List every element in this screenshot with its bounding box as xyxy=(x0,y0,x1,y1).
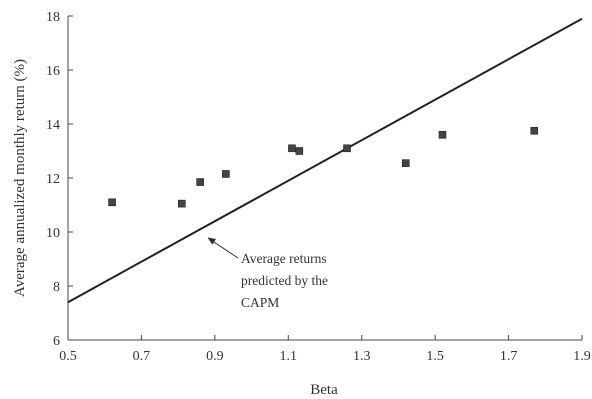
x-tick-label: 1.9 xyxy=(573,349,591,364)
y-ticks: 6 8 10 12 14 16 18 xyxy=(46,10,73,349)
x-tick-label: 1.1 xyxy=(280,349,298,364)
y-tick-label: 16 xyxy=(46,64,60,79)
x-tick-label: 0.7 xyxy=(133,349,151,364)
x-tick-label: 0.5 xyxy=(59,349,77,364)
data-point xyxy=(196,178,204,186)
annotation: Average returns predicted by the CAPM xyxy=(207,237,328,310)
annotation-line-2: predicted by the xyxy=(241,273,328,288)
data-point xyxy=(343,144,351,153)
y-tick-label: 6 xyxy=(53,334,60,349)
annotation-arrowhead xyxy=(207,237,217,245)
data-point xyxy=(295,147,304,155)
capm-line xyxy=(67,17,583,304)
data-point xyxy=(288,144,296,153)
x-tick-label: 1.7 xyxy=(500,349,518,364)
y-tick-label: 18 xyxy=(46,10,60,25)
y-tick-label: 14 xyxy=(46,118,60,133)
y-tick-label: 12 xyxy=(46,172,60,187)
x-tick-label: 1.5 xyxy=(426,349,444,364)
axes xyxy=(67,16,582,341)
x-tick-label: 1.3 xyxy=(353,349,371,364)
y-axis-title: Average annualized monthly return (%) xyxy=(12,59,28,297)
data-point xyxy=(108,198,116,207)
x-ticks: 0.5 0.7 0.9 1.1 1.3 1.5 1.7 1.9 xyxy=(59,335,591,364)
annotation-line-3: CAPM xyxy=(241,295,279,310)
data-point xyxy=(222,170,230,178)
data-point xyxy=(530,126,539,135)
annotation-line-1: Average returns xyxy=(241,251,327,266)
data-point xyxy=(401,159,410,167)
x-tick-label: 0.9 xyxy=(206,349,224,364)
annotation-arrow xyxy=(211,239,239,259)
data-point xyxy=(438,131,447,139)
data-points xyxy=(108,126,539,208)
y-tick-label: 8 xyxy=(53,280,60,295)
data-point xyxy=(178,199,186,208)
y-tick-label: 10 xyxy=(46,226,60,241)
x-axis-title: Beta xyxy=(310,382,338,398)
